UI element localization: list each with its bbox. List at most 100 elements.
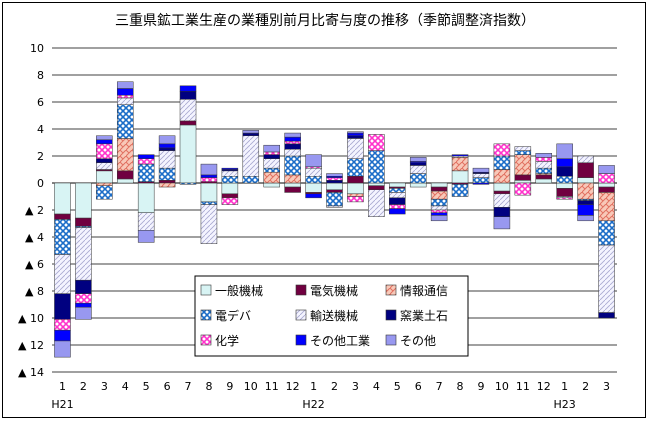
bar-segment xyxy=(514,154,532,176)
bar-segment xyxy=(158,180,176,184)
bar-segment xyxy=(430,212,448,216)
bar-segment xyxy=(577,200,594,205)
bar-segment xyxy=(284,174,301,184)
bar-segment xyxy=(493,216,511,230)
bar-segment xyxy=(347,158,364,177)
x-tick-label: 2 xyxy=(80,380,87,393)
bar-segment xyxy=(577,182,594,200)
x-tick-label: 4 xyxy=(122,380,129,393)
bar-segment xyxy=(179,99,197,122)
bar-segment xyxy=(577,177,594,184)
bar-segment xyxy=(75,293,92,304)
bar-segment xyxy=(535,178,553,184)
bar-segment xyxy=(221,193,239,199)
bar-segment xyxy=(430,215,448,222)
bar-segment xyxy=(556,143,573,159)
y-tick-label: 4 xyxy=(37,123,44,136)
bar-segment xyxy=(96,182,113,186)
legend-label: 輸送機械 xyxy=(310,308,358,323)
bar-segment xyxy=(116,178,134,184)
bar-segment xyxy=(116,170,134,180)
x-tick-label: 4 xyxy=(373,380,380,393)
bar-segment xyxy=(137,158,155,165)
bar-segment xyxy=(535,157,553,162)
bar-segment xyxy=(54,319,71,331)
bar-segment xyxy=(263,158,280,169)
legend-label: 電デバ xyxy=(215,308,251,323)
bar-segment xyxy=(409,162,427,166)
bar-segment xyxy=(556,182,573,189)
bar-segment xyxy=(242,135,260,177)
legend-label: その他 xyxy=(400,334,436,348)
bar-segment xyxy=(409,182,427,188)
legend-label: 情報通信 xyxy=(400,284,448,298)
bar-segment xyxy=(326,180,343,184)
bar-segment xyxy=(514,180,532,184)
bar-segment xyxy=(242,130,260,134)
bar-segment xyxy=(535,174,553,180)
bar-segment xyxy=(514,174,532,181)
bar-segment xyxy=(451,157,469,172)
legend-label: 一般機械 xyxy=(215,283,263,298)
legend-swatch xyxy=(385,334,397,346)
bar-segment xyxy=(137,163,155,182)
bar-segment xyxy=(556,188,573,197)
bar-segment xyxy=(179,90,197,100)
bar-segment xyxy=(158,135,176,145)
bar-segment xyxy=(96,162,113,170)
legend-swatch xyxy=(295,284,307,296)
bar-segment xyxy=(409,157,427,162)
bar-segment xyxy=(200,163,218,176)
x-tick-label: 8 xyxy=(457,380,464,393)
bar-segment xyxy=(577,215,594,222)
bar-segment xyxy=(179,120,197,126)
bar-segment xyxy=(493,207,511,218)
bar-segment xyxy=(137,230,155,243)
bar-segment xyxy=(347,176,364,184)
bar-segment xyxy=(221,176,239,184)
bar-segment xyxy=(598,220,615,246)
bar-segment xyxy=(116,97,134,105)
legend-swatch xyxy=(200,334,212,346)
bar-segment xyxy=(305,193,322,199)
x-tick-label: 12 xyxy=(286,380,300,393)
bar-segment xyxy=(347,132,364,137)
bar-segment xyxy=(535,153,553,158)
bar-segment xyxy=(493,193,511,208)
bar-segment xyxy=(389,208,406,215)
bar-segment xyxy=(326,173,343,177)
x-tick-label: 1 xyxy=(561,380,568,393)
bar-segment xyxy=(137,154,155,159)
bar-segment xyxy=(472,182,490,185)
y-tick-label: ▲ 14 xyxy=(18,366,44,379)
bar-segment xyxy=(389,197,406,205)
bar-segment xyxy=(577,155,594,163)
bar-segment xyxy=(75,182,92,219)
bar-segment xyxy=(96,139,113,145)
bar-segment xyxy=(598,165,615,174)
bar-segment xyxy=(263,167,280,173)
bar-segment xyxy=(347,193,364,197)
y-tick-label: ▲ 2 xyxy=(25,204,44,217)
bar-segment xyxy=(158,167,176,181)
x-tick-label: 3 xyxy=(101,380,108,393)
bar-segment xyxy=(96,170,113,184)
bar-segment xyxy=(389,192,406,199)
bar-segment xyxy=(158,150,176,169)
legend-swatch xyxy=(295,309,307,321)
bar-segment xyxy=(430,182,448,188)
bar-segment xyxy=(514,146,532,151)
bar-segment xyxy=(263,182,280,188)
bar-segment xyxy=(116,81,134,89)
legend-label: その他工業 xyxy=(310,334,370,348)
bar-segment xyxy=(200,174,218,178)
year-label: H23 xyxy=(554,398,576,411)
bar-segment xyxy=(75,279,92,294)
bar-segment xyxy=(242,132,260,137)
x-tick-label: 11 xyxy=(265,380,279,393)
bar-segment xyxy=(347,135,364,139)
bar-segment xyxy=(389,182,406,188)
bar-segment xyxy=(577,204,594,216)
bar-segment xyxy=(347,138,364,159)
